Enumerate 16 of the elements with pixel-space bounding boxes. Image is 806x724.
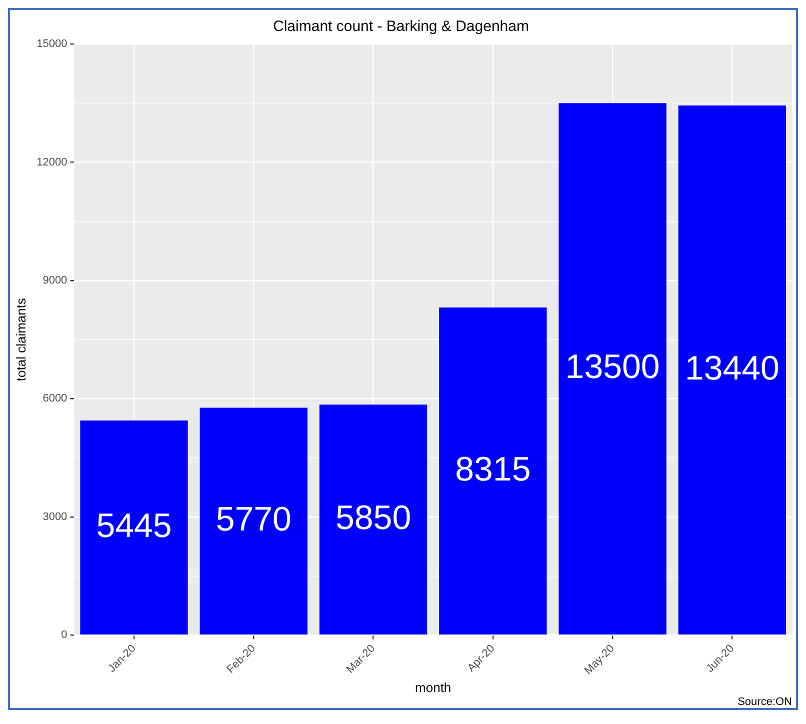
y-tick-label: 6000 <box>42 392 68 405</box>
y-axis-title: total claimants <box>13 298 28 382</box>
data-label: 5445 <box>96 506 172 545</box>
y-tick-label: 9000 <box>42 274 68 286</box>
data-label: 13440 <box>684 349 780 388</box>
data-label: 5850 <box>335 498 412 537</box>
y-tick-label: 3000 <box>42 510 68 523</box>
data-label: 13500 <box>565 348 660 386</box>
data-label: 5770 <box>216 500 292 539</box>
y-tick-label: 0 <box>61 629 68 642</box>
y-tick-label: 12000 <box>36 156 68 168</box>
x-axis-title: month <box>415 680 452 695</box>
chart-title: Claimant count - Barking & Dagenham <box>273 18 529 36</box>
data-label: 8315 <box>455 450 531 488</box>
source-note: Source:ON <box>736 696 793 708</box>
y-tick-label: 15000 <box>36 38 68 50</box>
